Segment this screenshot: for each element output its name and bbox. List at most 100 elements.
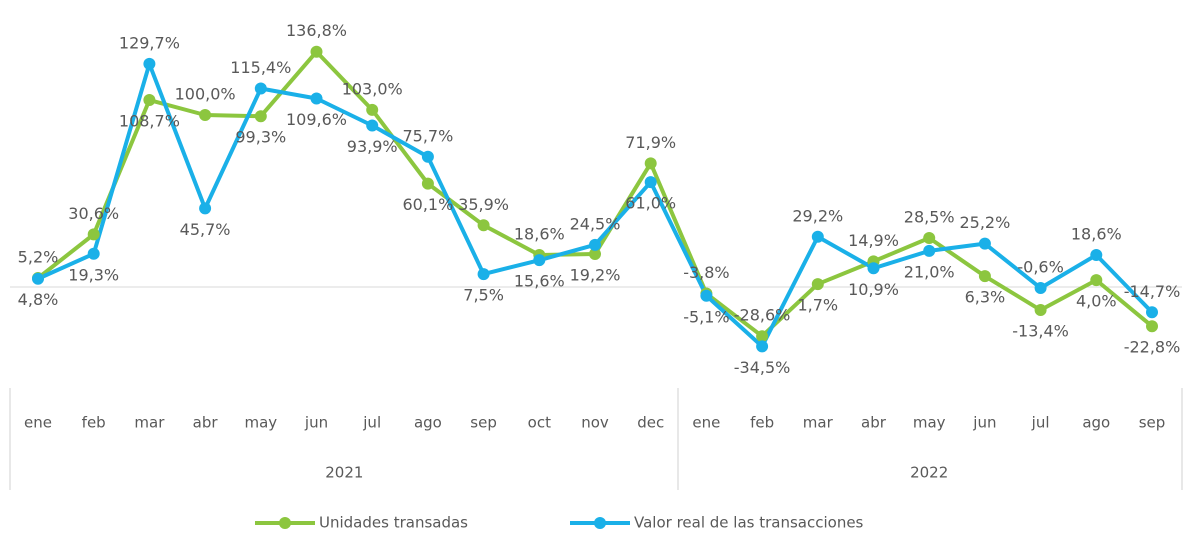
data-label: 129,7% (119, 33, 180, 52)
data-point (199, 202, 212, 215)
data-label: 4,0% (1076, 292, 1117, 311)
data-point (366, 103, 379, 116)
x-tick-label: dec (637, 414, 664, 432)
data-label: 29,2% (792, 206, 843, 225)
data-label: -3,8% (683, 263, 729, 282)
x-tick-label: may (913, 414, 946, 432)
data-point (700, 289, 713, 302)
data-point (1034, 282, 1047, 295)
data-point (756, 330, 769, 343)
data-point (923, 231, 936, 244)
data-label: -28,6% (734, 306, 791, 325)
data-label: -13,4% (1012, 322, 1069, 341)
data-label: -22,8% (1124, 338, 1181, 357)
data-label: 5,2% (18, 248, 59, 267)
x-tick-label: jul (362, 414, 381, 432)
x-tick-label: jun (304, 414, 328, 432)
data-point (811, 230, 824, 243)
data-label: 6,3% (965, 288, 1006, 307)
data-label: 21,0% (904, 262, 955, 281)
x-tick-label: may (244, 414, 277, 432)
data-label: -5,1% (683, 307, 729, 326)
x-tick-label: jul (1031, 414, 1050, 432)
x-tick-label: abr (861, 414, 887, 432)
data-point (867, 262, 880, 275)
data-point (87, 228, 100, 241)
data-label: 61,0% (625, 194, 676, 213)
x-tick-label: mar (134, 414, 165, 432)
legend-marker (279, 517, 291, 529)
data-point (421, 177, 434, 190)
data-point (589, 238, 601, 251)
legend-label: Unidades transadas (319, 514, 468, 532)
data-label: 35,9% (458, 195, 509, 214)
data-point (366, 119, 379, 132)
data-point (199, 109, 212, 121)
data-point (923, 244, 936, 257)
data-point (756, 340, 769, 353)
data-point (811, 278, 824, 291)
data-point (87, 247, 100, 260)
x-tick-label: ago (1082, 414, 1110, 432)
x-tick-label: ene (692, 414, 720, 432)
x-tick-label: mar (803, 414, 834, 432)
data-label: 19,2% (570, 265, 621, 284)
data-point (978, 270, 991, 283)
data-label: 15,6% (514, 272, 565, 291)
data-point (533, 254, 546, 267)
data-point (1034, 304, 1047, 317)
data-point (589, 247, 601, 260)
data-label: 93,9% (347, 137, 398, 156)
data-point (143, 57, 156, 70)
data-label: 71,9% (625, 133, 676, 152)
x-tick-label: ago (414, 414, 442, 432)
data-label: 99,3% (235, 128, 286, 147)
data-label: 18,6% (1071, 225, 1122, 244)
data-point (1146, 306, 1158, 319)
data-label: 19,3% (68, 265, 119, 284)
data-label: 75,7% (402, 126, 453, 145)
data-label: 14,9% (848, 231, 899, 250)
data-label: 60,1% (402, 195, 453, 214)
legend-marker (594, 517, 606, 529)
data-point (143, 94, 156, 107)
data-point (477, 219, 490, 232)
data-point (644, 176, 657, 189)
x-tick-label: oct (528, 414, 551, 432)
data-label: 103,0% (342, 79, 403, 98)
data-point (477, 268, 490, 281)
x-tick-label: nov (581, 414, 609, 432)
data-label: 7,5% (463, 286, 504, 305)
x-tick-label: feb (82, 414, 106, 432)
x-tick-label: ene (24, 414, 52, 432)
data-point (310, 45, 323, 58)
data-point (1090, 249, 1103, 262)
data-label: 115,4% (230, 58, 291, 77)
data-point (978, 237, 991, 250)
data-point (254, 110, 267, 123)
data-point (32, 272, 44, 285)
data-point (1090, 274, 1103, 287)
group-label: 2021 (325, 464, 363, 482)
x-tick-label: feb (750, 414, 774, 432)
data-point (644, 157, 657, 170)
group-label: 2022 (910, 464, 948, 482)
data-label: -14,7% (1124, 282, 1181, 301)
data-label: 24,5% (570, 214, 621, 233)
data-label: 18,6% (514, 225, 565, 244)
data-label: -34,5% (734, 358, 791, 377)
data-label: 10,9% (848, 280, 899, 299)
x-tick-label: jun (972, 414, 996, 432)
x-tick-label: abr (193, 414, 219, 432)
data-label: 108,7% (119, 112, 180, 131)
data-point (421, 150, 434, 163)
data-label: 28,5% (904, 207, 955, 226)
data-point (1146, 320, 1158, 333)
data-point (254, 82, 267, 95)
data-label: 100,0% (175, 85, 236, 104)
data-label: 136,8% (286, 21, 347, 40)
data-label: 45,7% (180, 220, 231, 239)
x-tick-label: sep (1139, 414, 1166, 432)
data-label: 1,7% (797, 296, 838, 315)
